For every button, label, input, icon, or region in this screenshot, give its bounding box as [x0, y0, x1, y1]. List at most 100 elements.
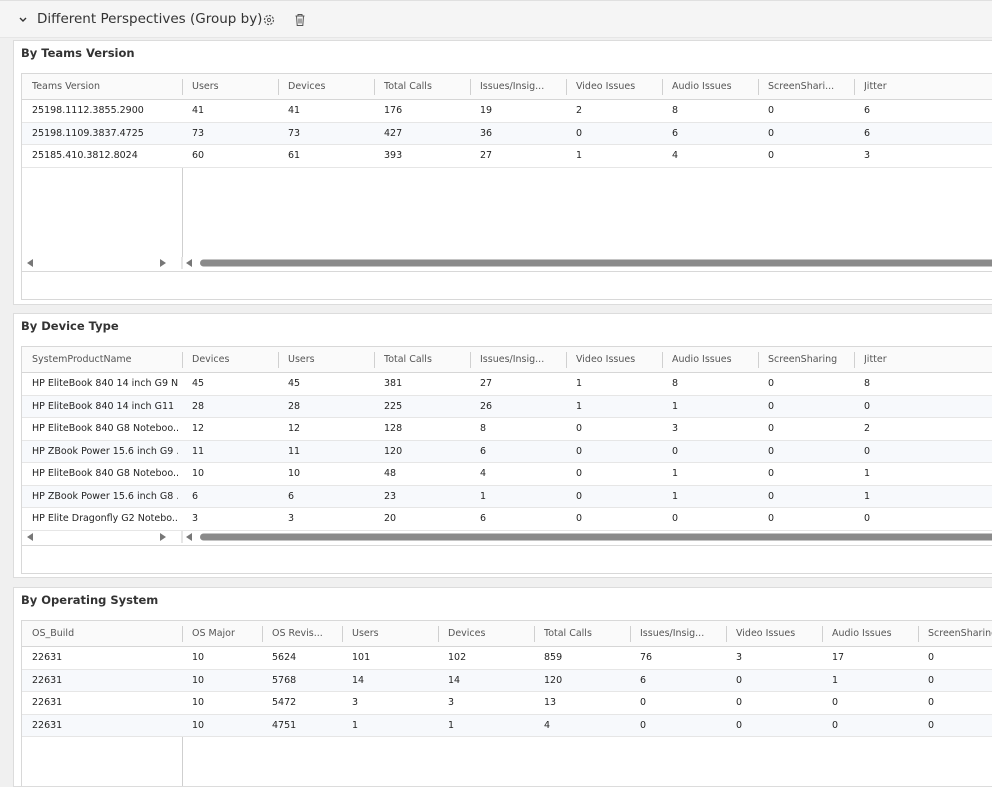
table-cell: 11: [192, 445, 205, 457]
column-header[interactable]: OS Revis...: [272, 628, 323, 639]
table-cell: 0: [864, 513, 871, 524]
column-header[interactable]: OS_Build: [32, 628, 75, 639]
table-cell: 3: [352, 697, 359, 708]
table-cell: 0: [768, 445, 775, 457]
table-row: 25198.1109.3837.4725 73 73 427 36 0 6 0 6: [22, 122, 992, 145]
table-cell: 0: [672, 513, 679, 524]
column-header[interactable]: Total Calls: [384, 354, 432, 365]
column-header[interactable]: Audio Issues: [672, 354, 732, 365]
column-header[interactable]: Total Calls: [384, 81, 432, 92]
delete-icon[interactable]: [294, 13, 306, 27]
table-cell: 3: [448, 697, 455, 708]
table-cell: 381: [384, 378, 403, 389]
column-header[interactable]: Devices: [448, 628, 486, 639]
column-header[interactable]: Video Issues: [576, 354, 636, 365]
table-cell: 22631: [32, 719, 63, 731]
group-header: Different Perspectives (Group by): [0, 0, 992, 38]
table-cell: 61: [288, 150, 301, 161]
column-divider: [438, 626, 439, 642]
table-cell: 27: [480, 378, 493, 389]
column-divider: [374, 79, 375, 95]
column-header[interactable]: Issues/Insig...: [640, 628, 705, 639]
column-header[interactable]: OS Major: [192, 628, 235, 639]
table-cell: 73: [288, 127, 301, 139]
column-header[interactable]: Issues/Insig...: [480, 81, 545, 92]
table-cell: 25198.1112.3855.2900: [32, 105, 144, 116]
table-cell: 0: [672, 445, 679, 457]
column-header[interactable]: Jitter: [864, 354, 887, 365]
table-cell: 0: [576, 423, 583, 434]
table-cell: 0: [576, 127, 583, 139]
table-cell: 26: [480, 400, 493, 412]
table-cell: 3: [192, 513, 199, 524]
table-cell: 17: [832, 652, 845, 663]
table-row: HP EliteBook 840 G8 Noteboo... 10 10 48 4 0 1 0…: [22, 463, 992, 486]
table-cell: 393: [384, 150, 403, 161]
table-cell: 0: [928, 697, 935, 708]
column-header[interactable]: ScreenShari...: [768, 81, 835, 92]
table-cell: 0: [576, 513, 583, 524]
column-divider: [662, 352, 663, 368]
section-panel: By Teams Version Teams Version Users Device…: [13, 40, 992, 305]
scrollbar[interactable]: [22, 531, 992, 543]
table-cell: 0: [768, 423, 775, 434]
column-header[interactable]: Users: [288, 354, 315, 365]
column-header[interactable]: Total Calls: [544, 628, 592, 639]
table-cell: 1: [576, 378, 583, 389]
column-header[interactable]: Issues/Insig...: [480, 354, 545, 365]
column-header[interactable]: SystemProductName: [32, 354, 132, 365]
table-cell: 0: [768, 513, 775, 524]
table-cell: 23: [384, 490, 397, 502]
scrollbar-graphic[interactable]: [22, 531, 992, 543]
table-row: HP ZBook Power 15.6 inch G9 ... 11 11 120 6 0…: [22, 440, 992, 463]
table-cell: 0: [928, 674, 935, 686]
column-header[interactable]: Audio Issues: [672, 81, 732, 92]
column-divider: [278, 79, 279, 95]
table-cell: 12: [192, 423, 205, 434]
table-cell: 0: [832, 719, 839, 731]
column-header[interactable]: Video Issues: [736, 628, 796, 639]
table-cell: 4751: [272, 719, 297, 731]
column-header[interactable]: Teams Version: [32, 81, 101, 92]
table-cell: 10: [192, 674, 205, 686]
column-header[interactable]: ScreenSharing: [768, 354, 838, 365]
column-divider: [182, 352, 183, 368]
table-cell: 0: [928, 652, 935, 663]
table-cell: 8: [672, 105, 679, 116]
section-title: By Device Type: [21, 319, 119, 333]
column-header[interactable]: Users: [352, 628, 379, 639]
column-header[interactable]: Audio Issues: [832, 628, 892, 639]
section-panel: By Device Type SystemProductName Devices Us…: [13, 313, 992, 578]
column-header[interactable]: ScreenSharing: [928, 628, 992, 639]
table-cell: 225: [384, 400, 403, 412]
scrollbar[interactable]: [22, 257, 992, 269]
table-header: Teams Version Users Devices Total Calls Issu…: [22, 74, 992, 100]
settings-icon[interactable]: [262, 13, 276, 27]
table-cell: 28: [192, 400, 205, 412]
table-cell: 0: [576, 468, 583, 479]
column-header[interactable]: Users: [192, 81, 219, 92]
column-header[interactable]: Devices: [192, 354, 230, 365]
table-cell: 0: [736, 674, 743, 686]
table-cell: 28: [288, 400, 301, 412]
table-cell: 0: [640, 719, 647, 731]
column-divider: [278, 352, 279, 368]
collapse-chevron[interactable]: [18, 15, 28, 25]
table-cell: 8: [672, 378, 679, 389]
column-header[interactable]: Jitter: [864, 81, 887, 92]
table-cell: 10: [288, 468, 301, 479]
table-cell: 1: [672, 400, 679, 412]
table-cell: 1: [576, 150, 583, 161]
table-cell: 1: [672, 490, 679, 502]
column-header[interactable]: Video Issues: [576, 81, 636, 92]
column-divider: [262, 626, 263, 642]
section-panel: By Operating System OS_Build OS Major OS Re…: [13, 587, 992, 787]
column-header[interactable]: Devices: [288, 81, 326, 92]
table-cell: 22631: [32, 652, 63, 663]
scrollbar-graphic[interactable]: [22, 257, 992, 269]
table-cell: 11: [288, 445, 301, 457]
table-cell: 3: [288, 513, 295, 524]
table-cell: 0: [768, 468, 775, 479]
table-cell: 0: [768, 400, 775, 412]
